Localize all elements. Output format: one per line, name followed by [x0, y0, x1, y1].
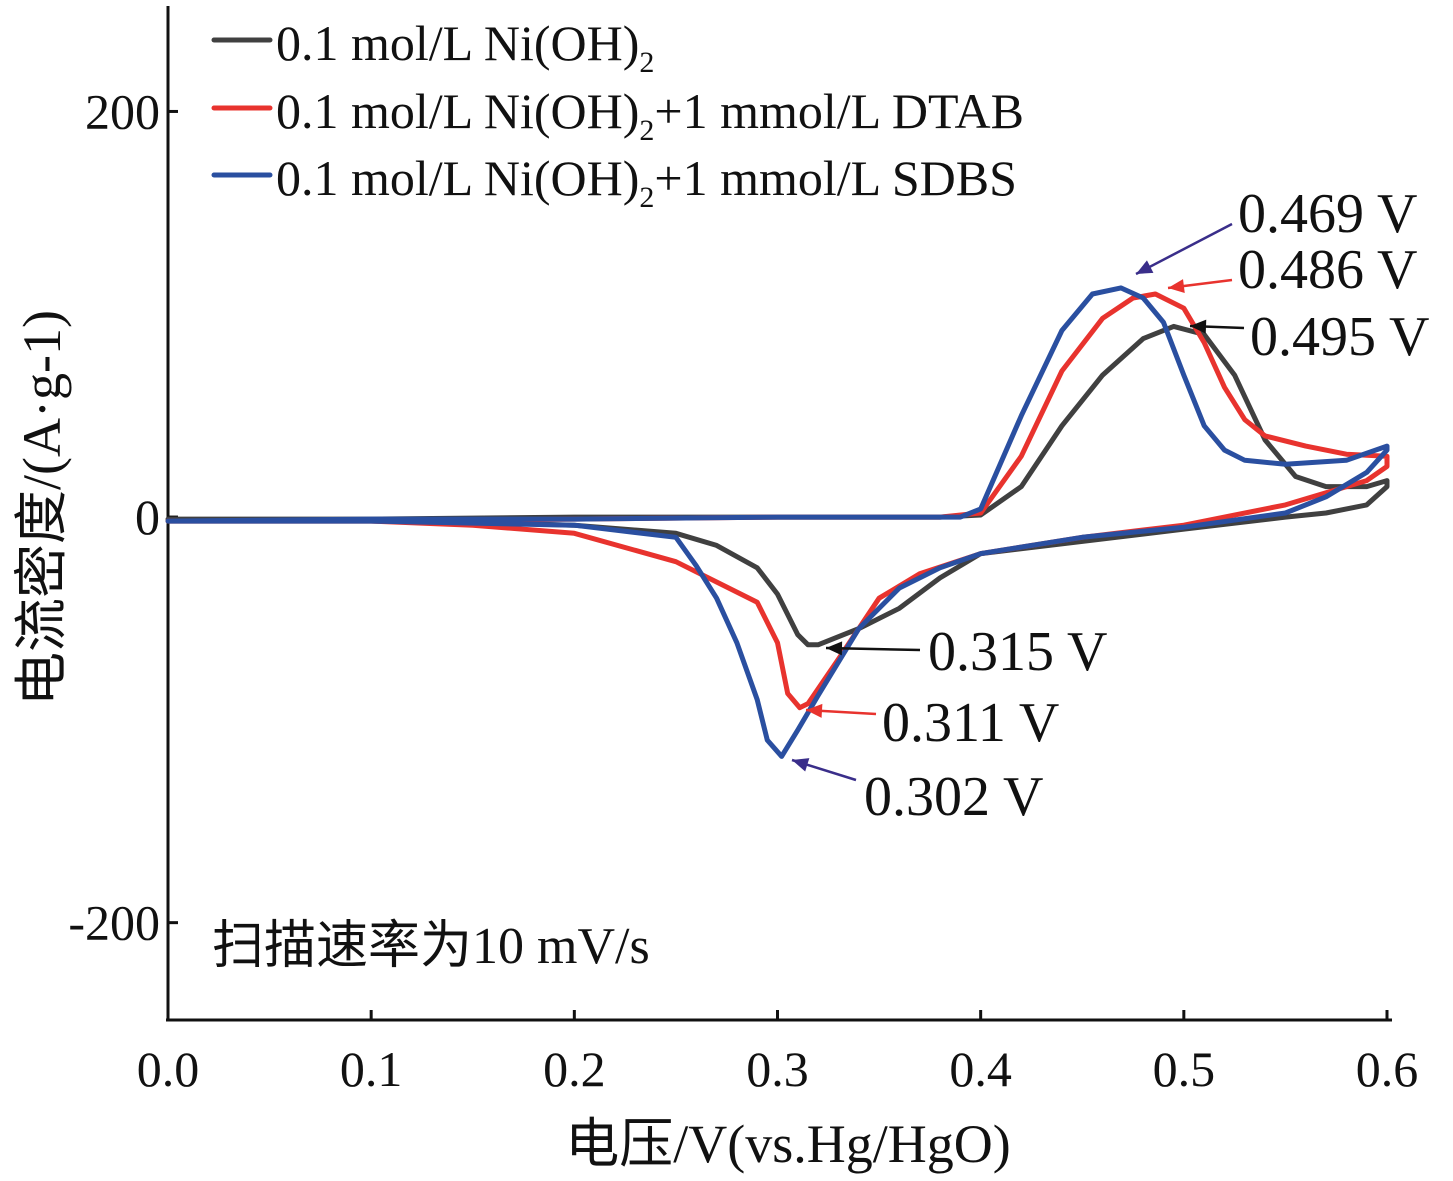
annotation-label-5: 0.302 V: [864, 766, 1043, 828]
series-line-0: [165, 323, 1390, 648]
annotation-arrowhead-1: [1168, 279, 1185, 293]
legend-label-2: 0.1 mol/L Ni(OH)2+1 mmol/L SDBS: [276, 150, 1017, 214]
annotation-arrowhead-0: [1136, 260, 1154, 274]
legend: 0.1 mol/L Ni(OH)20.1 mol/L Ni(OH)2+1 mmo…: [211, 15, 1024, 214]
y-tick-label-1: 0: [135, 489, 160, 545]
legend-label-sub-2: 2: [639, 181, 654, 214]
y-tick-label-0: 200: [85, 83, 160, 139]
annotation-label-3: 0.315 V: [928, 621, 1107, 683]
x-axis-title: 电压/V(vs.Hg/HgO): [565, 1114, 1010, 1174]
y-tick-label-2: -200: [68, 895, 160, 951]
annotation-arrowhead-4: [806, 703, 823, 718]
series-line-2: [165, 285, 1390, 759]
y-ticks: 200 0 -200: [68, 83, 178, 951]
x-tick-label-1: 0.1: [340, 1041, 403, 1097]
legend-label-0: 0.1 mol/L Ni(OH)2: [276, 15, 654, 79]
annotation-leader-0: [1135, 222, 1233, 276]
legend-label-tail-2: +1 mmol/L SDBS: [654, 150, 1017, 206]
annotation-label-4: 0.311 V: [882, 692, 1059, 754]
legend-label-main-1: 0.1 mol/L Ni(OH): [276, 83, 639, 139]
legend-label-tail-1: +1 mmol/L DTAB: [654, 83, 1024, 139]
annotation-label-2: 0.495 V: [1250, 306, 1429, 368]
legend-label-main-0: 0.1 mol/L Ni(OH): [276, 15, 639, 71]
x-tick-label-0: 0.0: [137, 1041, 200, 1097]
series-line-1: [165, 291, 1390, 711]
y-axis-title: 电流密度/(A·g-1): [12, 310, 72, 706]
series-layer: [165, 285, 1390, 759]
legend-label-sub-1: 2: [639, 114, 654, 147]
annotations-layer: 0.469 V0.486 V0.495 V 0.315 V 0.311 V 0.302…: [791, 183, 1429, 828]
annotation-arrowhead-5: [792, 758, 810, 772]
legend-label-main-2: 0.1 mol/L Ni(OH): [276, 150, 639, 206]
scan-rate-note: 扫描速率为10 mV/s: [212, 918, 650, 975]
x-ticks: 0.0 0.1 0.2 0.3 0.4 0.5 0.6: [137, 1010, 1419, 1097]
legend-label-sub-0: 2: [639, 46, 654, 79]
annotation-arrowhead-2: [1190, 319, 1207, 334]
annotation-label-0: 0.469 V: [1238, 183, 1417, 245]
x-tick-label-2: 0.2: [543, 1041, 606, 1097]
annotation-label-1: 0.486 V: [1238, 239, 1417, 301]
x-tick-label-3: 0.3: [746, 1041, 809, 1097]
annotation-arrowhead-3: [826, 641, 843, 656]
x-tick-label-4: 0.4: [949, 1041, 1012, 1097]
x-tick-label-6: 0.6: [1356, 1041, 1419, 1097]
legend-label-1: 0.1 mol/L Ni(OH)2+1 mmol/L DTAB: [276, 83, 1024, 147]
x-tick-label-5: 0.5: [1153, 1041, 1216, 1097]
